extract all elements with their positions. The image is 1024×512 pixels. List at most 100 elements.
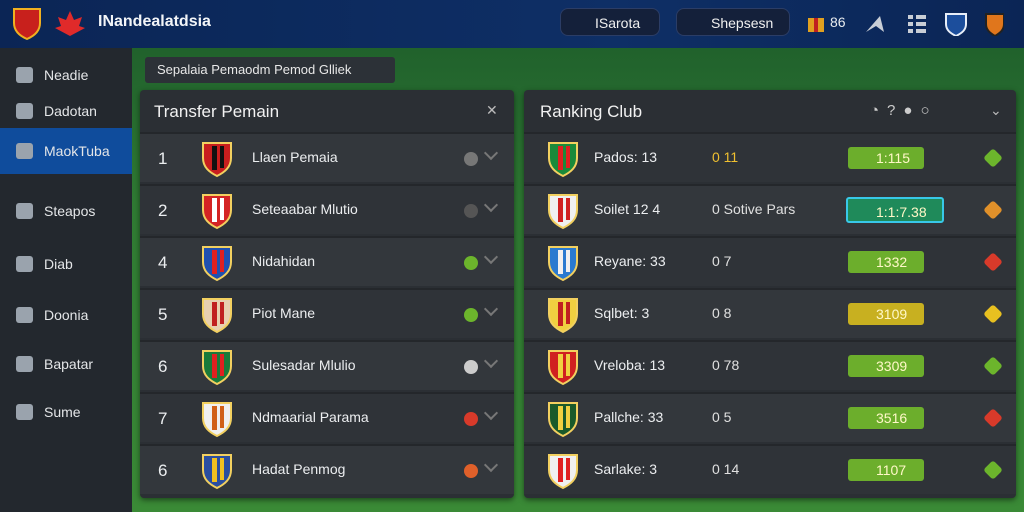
ranking-row[interactable]: Reyane: 33 0 7 1332 [524,236,1016,286]
top-bar: INandealatdsia ISarota Shepsesn 86 [0,0,1024,48]
player-name: Hadat Penmog [252,461,346,477]
ranking-row[interactable]: Soilet 12 4 0 Sotive Pars 1:1:7.38 [524,184,1016,234]
sidebar-item[interactable]: Neadie [0,52,132,98]
sidebar-icon [16,404,33,420]
sidebar-icon [16,356,33,372]
panel-title: Ranking Club [540,102,643,121]
sidebar-item[interactable]: Sume [0,389,132,435]
crest [200,192,234,230]
trend-icon [983,252,1003,272]
ranking-panel: Ranking Club ◔?●○ ⌄ Pados: 13 0 11 1:115 So… [524,90,1016,498]
sidebar-label: Sume [44,404,81,420]
ranking-row[interactable]: Vreloba: 13 0 78 3309 [524,340,1016,390]
crest [200,452,234,490]
rank: 1 [158,149,168,168]
header-button[interactable]: ISarota [560,8,660,36]
sidebar-label: MaokTuba [44,143,110,159]
sidebar-icon [16,256,33,272]
sidebar-item[interactable]: MaokTuba [0,128,132,174]
crest [200,296,234,334]
sidebar-label: Dadotan [44,103,97,119]
row-chevron [483,457,499,473]
collapse-icon[interactable]: ⌄ [990,102,1002,118]
sidebar-item[interactable]: Dadotan [0,88,132,134]
crest-shape [548,454,578,490]
trend-icon [983,304,1003,324]
row-chevron [483,249,499,265]
status-dot [464,464,478,478]
close-icon[interactable]: ✕ [486,102,498,118]
row-chevron [483,145,499,161]
sidebar-item[interactable]: Doonia [0,292,132,338]
status-dot [464,412,478,426]
sidebar-label: Bapatar [44,356,94,372]
header-button[interactable]: Shepsesn [676,8,790,36]
transfer-row[interactable]: 2 Seteaabar Mlutio [140,184,514,234]
trend-icon [983,460,1003,480]
gift-icon [808,18,824,32]
badge-count: 86 [830,14,846,30]
crest-shape [202,402,232,438]
club-points: 0 78 [712,357,740,373]
header-icons [866,13,1004,36]
sidebar-item[interactable]: Bapatar [0,341,132,387]
transfer-row[interactable]: 5 Piot Mane [140,288,514,338]
maple-icon [55,11,85,36]
transfer-row[interactable]: 4 Nidahidan [140,236,514,286]
breadcrumb: Sepalaia Pemaodm Pemod Glliek [145,57,395,83]
sidebar-icon [16,143,33,159]
rank: 5 [158,305,168,324]
club-value: 1:115 [848,147,924,169]
transfer-row[interactable]: 7 Ndmaarial Parama [140,392,514,442]
player-name: Sulesadar Mlulio [252,357,356,373]
row-chevron [483,301,499,317]
crest [546,192,580,230]
panel-tools[interactable]: ◔?●○ [870,102,938,119]
sidebar-label: Neadie [44,67,89,83]
rank: 6 [158,461,168,480]
crest-shape [202,350,232,386]
brand: INandealatdsia [98,13,211,30]
ranking-row[interactable]: Sarlake: 3 0 14 1107 [524,444,1016,494]
sidebar-item[interactable]: Steapos [0,188,132,234]
club-value: 3309 [848,355,924,377]
club-name: Pados: 13 [594,149,658,165]
player-name: Piot Mane [252,305,316,321]
ranking-row[interactable]: Pallche: 33 0 5 3516 [524,392,1016,442]
crest [200,140,234,178]
ranking-row[interactable]: Sqlbet: 3 0 8 3109 [524,288,1016,338]
ranking-row[interactable]: Pados: 13 0 11 1:115 [524,132,1016,182]
crest [200,244,234,282]
sidebar-item[interactable]: Diab [0,241,132,287]
transfer-row[interactable]: 6 Sulesadar Mlulio [140,340,514,390]
trend-icon [983,356,1003,376]
crest-shape [202,194,232,230]
club-points: 0 5 [712,409,732,425]
club-name: Vreloba: 13 [594,357,666,373]
crest-shape [548,350,578,386]
crest-shape [548,142,578,178]
crest [546,244,580,282]
crest-shape [548,298,578,334]
transfer-row[interactable]: 1 Llaen Pemaia [140,132,514,182]
trend-icon [983,148,1003,168]
sidebar-label: Doonia [44,307,89,323]
transfer-row[interactable]: 6 Hadat Penmog [140,444,514,494]
crest [546,296,580,334]
crest [546,140,580,178]
sidebar-icon [16,103,33,119]
player-name: Llaen Pemaia [252,149,338,165]
club-value: 1332 [848,251,924,273]
crest-shape [202,298,232,334]
crest-shape [548,194,578,230]
sidebar: Neadie Dadotan MaokTuba Steapos Diab Doonia Ba… [0,48,132,512]
status-dot [464,204,478,218]
sidebar-icon [16,307,33,323]
club-name: Soilet 12 4 [594,201,661,217]
player-name: Seteaabar Mlutio [252,201,358,217]
crest-shape [548,402,578,438]
club-points: 0 8 [712,305,732,321]
club-points: 0 Sotive Pars [712,201,796,217]
player-name: Ndmaarial Parama [252,409,369,425]
